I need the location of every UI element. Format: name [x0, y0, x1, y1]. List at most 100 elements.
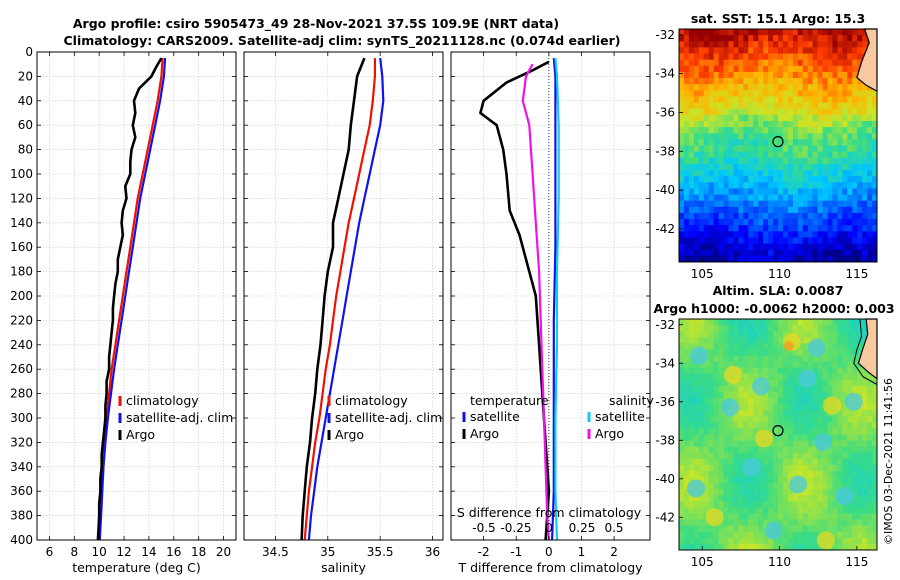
- map-cell: [693, 331, 700, 338]
- map-cell: [778, 379, 784, 387]
- map-cell: [847, 145, 853, 153]
- map-cell: [763, 170, 769, 177]
- map-cell: [738, 151, 744, 159]
- map-cell: [758, 537, 764, 545]
- map-cell: [758, 319, 764, 326]
- map-cell: [723, 219, 729, 226]
- map-cell: [748, 525, 754, 533]
- map-cell: [807, 255, 814, 263]
- map-cell: [787, 404, 794, 411]
- map-cell: [688, 59, 695, 67]
- map-cell: [733, 157, 739, 165]
- map-cell: [733, 78, 739, 85]
- map-cell: [787, 151, 794, 159]
- map-cell: [688, 120, 695, 128]
- map-cell: [852, 495, 858, 502]
- map-cell: [852, 501, 858, 508]
- map-cell: [817, 373, 823, 381]
- map-cell: [822, 47, 828, 54]
- map-cell: [723, 237, 729, 244]
- map-cell: [698, 531, 705, 539]
- map-cell: [768, 225, 774, 232]
- map-cell: [683, 219, 690, 226]
- map-cell: [837, 29, 843, 36]
- map-cell: [748, 41, 754, 48]
- map-cell: [827, 151, 833, 159]
- map-cell: [797, 255, 804, 263]
- map-cell: [753, 176, 759, 183]
- map-cell: [738, 114, 744, 122]
- x-tick-label: 105: [691, 267, 714, 281]
- map-cell: [802, 489, 809, 496]
- legend-title: salinity: [609, 393, 654, 408]
- map-cell: [827, 379, 833, 387]
- map-cell: [837, 219, 843, 226]
- map-cell: [778, 361, 784, 369]
- map-cell: [723, 470, 729, 478]
- map-cell: [758, 422, 764, 429]
- map-cell: [778, 398, 784, 405]
- map-cell: [867, 127, 873, 134]
- map-cell: [847, 458, 853, 466]
- map-cell: [773, 78, 779, 85]
- map-cell: [713, 163, 719, 171]
- map-cell: [842, 78, 848, 85]
- map-cell: [857, 102, 863, 110]
- map-cell: [778, 249, 784, 257]
- map-cell: [698, 379, 705, 387]
- map-cell: [718, 78, 724, 85]
- map-cell: [827, 200, 833, 208]
- map-cell: [738, 243, 744, 251]
- map-cell: [792, 243, 799, 251]
- map-cell: [718, 219, 724, 226]
- map-cell: [723, 206, 729, 214]
- map-cell: [688, 501, 695, 508]
- map-cell: [753, 35, 759, 42]
- map-cell: [763, 237, 769, 244]
- map-cell: [733, 501, 739, 508]
- map-cell: [708, 59, 715, 67]
- map-cell: [733, 53, 739, 61]
- map-cell: [778, 59, 784, 67]
- map-cell: [842, 404, 848, 411]
- map-cell: [738, 225, 744, 232]
- map-cell: [842, 139, 848, 146]
- map-cell: [842, 452, 848, 460]
- map-cell: [782, 367, 789, 375]
- map-cell: [787, 501, 794, 508]
- map-cell: [683, 157, 690, 165]
- map-cell: [812, 543, 818, 551]
- map-cell: [768, 114, 774, 122]
- map-cell: [763, 489, 769, 496]
- map-cell: [693, 519, 700, 527]
- map-cell: [738, 84, 744, 91]
- map-cell: [807, 231, 814, 238]
- map-cell: [792, 501, 799, 508]
- map-cell: [683, 78, 690, 85]
- map-cell: [703, 78, 710, 85]
- map-cell: [748, 483, 754, 490]
- map-cell: [753, 501, 759, 508]
- map-cell: [832, 531, 838, 539]
- map-cell: [718, 458, 724, 466]
- map-cell: [723, 84, 729, 91]
- map-cell: [852, 47, 858, 54]
- map-cell: [827, 343, 833, 350]
- map-cell: [862, 404, 868, 411]
- map-cell: [753, 90, 759, 97]
- map-cell: [758, 458, 764, 466]
- map-cell: [718, 434, 724, 441]
- map-cell: [733, 96, 739, 103]
- map-cell: [679, 237, 685, 244]
- map-cell: [723, 325, 729, 332]
- map-cell: [733, 59, 739, 67]
- map-cell: [773, 379, 779, 387]
- map-cell: [852, 90, 858, 97]
- map-cell: [832, 525, 838, 533]
- map-cell: [738, 404, 744, 411]
- map-cell: [812, 446, 818, 454]
- map-cell: [703, 446, 710, 454]
- map-cell: [768, 151, 774, 159]
- map-cell: [842, 379, 848, 387]
- x-tick-label: 1: [578, 545, 586, 559]
